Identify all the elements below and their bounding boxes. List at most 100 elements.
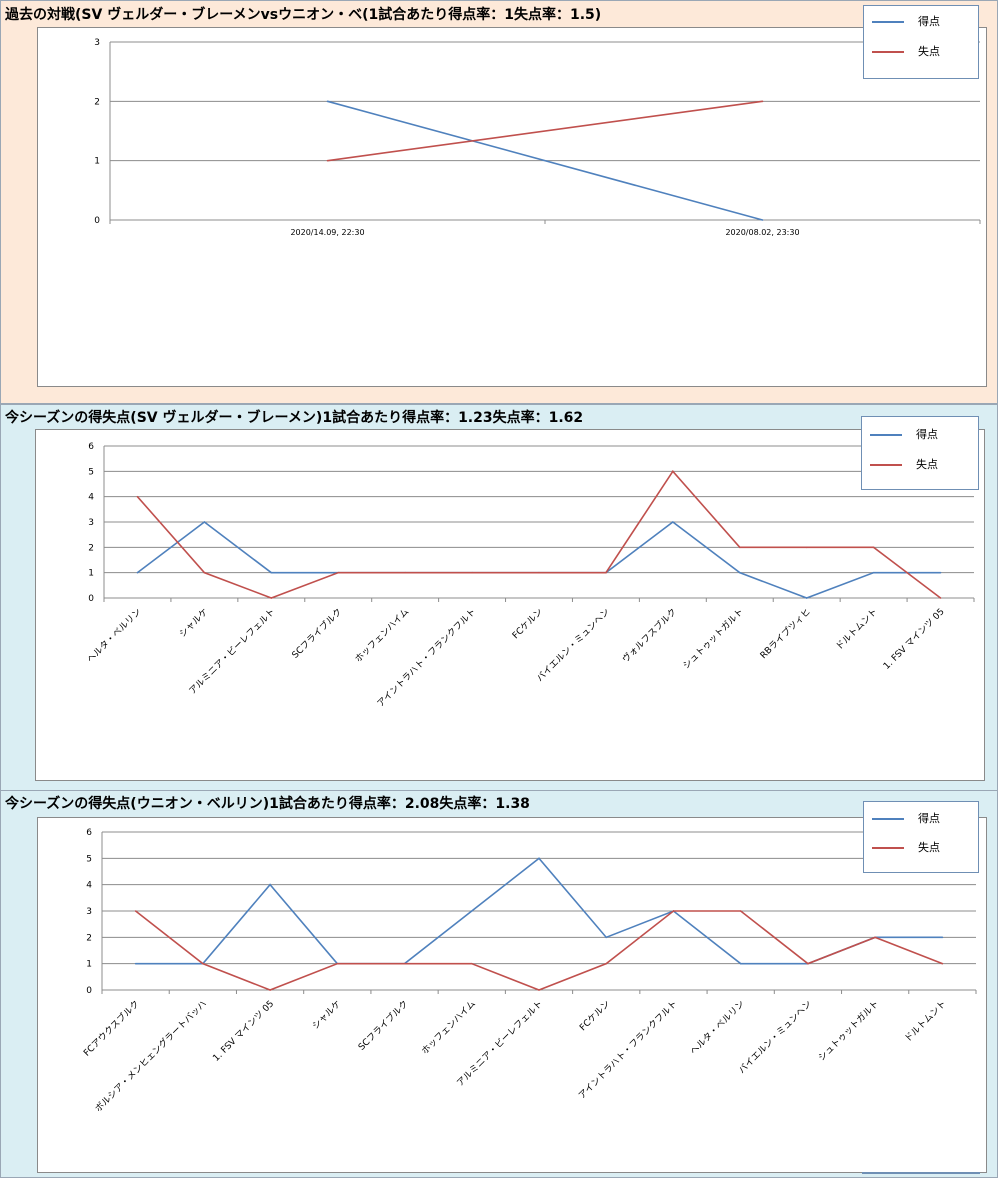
data-point-concede [739,910,742,912]
x-tick-label: SCフライブルク [289,606,344,661]
x-tick-label: 2020/14.09, 22:30 [290,228,364,237]
y-tick-label: 3 [94,38,100,48]
data-point-concede [326,159,329,162]
data-point-concede [874,936,876,939]
x-tick-label: バイエルン・ミュンヘン [534,606,612,684]
data-point-score [538,857,540,860]
x-tick-label: ホッフェンハイム [353,606,411,664]
x-tick-label: 1. FSV マインツ 05 [211,999,276,1064]
data-point-concede [336,962,339,965]
x-tick-label: FCアウクスブルク [81,998,142,1059]
y-tick-label: 1 [88,569,94,579]
legend-swatch-score [872,818,904,820]
x-tick-label: ヴォルフスブルク [620,606,679,665]
data-point-score [203,521,206,523]
data-point-score [939,571,942,574]
y-tick-label: 2 [94,97,100,107]
legend-item-concede: 失点 [864,44,978,60]
data-point-concede [672,910,675,912]
legend-item-score: 得点 [862,427,978,443]
data-point-concede [605,962,608,965]
y-tick-label: 4 [86,881,92,891]
x-tick-label: FCケルン [510,606,545,641]
legend-label-concede: 失点 [918,45,940,58]
data-point-score [605,936,608,939]
x-tick-label: 2020/08.02, 23:30 [725,228,799,237]
x-tick-label: ドルトムント [834,606,880,652]
x-tick-label: シュトゥットガルト [816,998,881,1063]
h2h-chart: 0 1 2 3 2020/14.09, 22:30 2020/08.02, 23:30 [94,38,981,237]
y-tick-label: 2 [88,543,94,553]
data-point-concede [538,989,540,991]
x-tick-label: シャルケ [310,998,343,1031]
y-tick-label: 0 [94,216,100,226]
legend-label-score: 得点 [918,15,940,28]
data-point-concede [403,962,406,965]
union-legend: 得点 失点 [863,801,979,873]
data-point-concede [470,962,473,965]
x-tick-label: シュトゥットガルト [681,606,746,671]
data-point-concede [269,989,271,991]
y-tick-label: 2 [86,933,92,943]
data-point-score [470,910,473,912]
data-point-concede [807,962,809,965]
x-tick-label: ヘルタ・ベルリン [688,998,747,1057]
x-tick-label: 1. FSV マインツ 05 [882,607,947,672]
legend-label-concede: 失点 [916,458,938,471]
union-season-section: 今シーズンの得失点(ウニオン・ベルリン)1試合あたり得点率：2.08失点率：1.… [0,790,998,1178]
h2h-title: 過去の対戦(SV ヴェルダー・ブレーメンvsウニオン・ベ(1試合あたり得点率：1… [5,7,602,23]
data-point-concede [805,546,808,549]
data-point-score [326,100,329,103]
data-point-score [134,962,137,965]
x-tick-label: ヘルタ・ベルリン [85,606,144,665]
data-point-concede [337,571,340,574]
legend-swatch-concede [872,51,904,53]
series-line-concede [136,470,942,599]
data-point-score [738,571,741,574]
data-point-concede [202,962,204,965]
h2h-section: 過去の対戦(SV ヴェルダー・ブレーメンvsウニオン・ベ(1試合あたり得点率：1… [0,0,998,404]
y-tick-label: 6 [86,828,92,838]
union-chart-area: 0 1 2 3 4 5 6 FCアウクスブルク ボルシア・メンヒェングラートバッハ 1. FSV … [37,817,987,1173]
x-tick-label: FCケルン [578,998,613,1033]
series-line-score [327,100,763,221]
legend-swatch-concede [872,847,904,849]
data-point-score [805,597,808,599]
data-point-concede [404,571,406,574]
data-point-concede [471,571,473,574]
werder-season-title: 今シーズンの得失点(SV ヴェルダー・ブレーメン)1試合あたり得点率：1.23失… [5,410,584,426]
data-point-score [739,962,742,965]
x-tick-label: ドルトムント [903,998,949,1044]
data-point-concede [136,495,139,498]
x-tick-label: シャルケ [177,606,210,639]
x-tick-label: ボルシア・メンヒェングラートバッハ [92,998,209,1115]
y-tick-label: 5 [86,854,92,864]
data-point-concede [203,571,206,574]
legend-swatch-concede [870,464,902,466]
series-line-concede [135,910,943,991]
legend-swatch-score [872,21,904,23]
data-point-concede [941,962,944,965]
data-point-concede [761,100,764,103]
data-point-score [872,571,875,574]
werder-legend: 得点 失点 [861,416,979,490]
y-tick-label: 1 [94,157,100,167]
legend-label-score: 得点 [918,812,940,825]
legend-item-score: 得点 [864,811,978,827]
x-tick-label: ホッフェンハイム [419,998,477,1056]
y-tick-label: 0 [88,594,94,604]
series-line-score [136,520,941,599]
data-point-concede [270,597,273,599]
y-tick-label: 5 [88,467,94,477]
werder-season-section: 今シーズンの得失点(SV ヴェルダー・ブレーメン)1試合あたり得点率：1.23失… [0,404,998,792]
y-tick-label: 0 [86,986,92,996]
h2h-legend: 得点 失点 [863,5,979,79]
data-point-score [269,883,271,886]
legend-item-score: 得点 [864,14,978,30]
legend-item-concede: 失点 [862,457,978,473]
data-point-score [270,571,273,574]
series-line-concede [327,100,763,162]
legend-label-score: 得点 [916,428,938,441]
